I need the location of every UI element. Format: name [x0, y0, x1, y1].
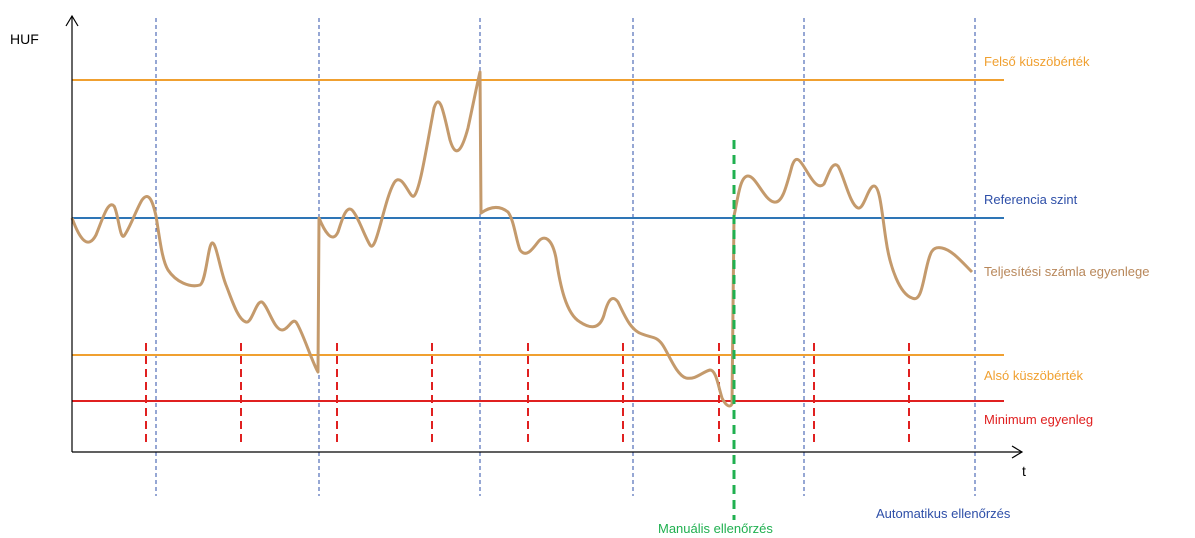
y-axis-arrow	[65, 14, 79, 27]
minimum-check-ticks	[145, 343, 910, 442]
minimum-balance-label: Minimum egyenleg	[984, 412, 1093, 427]
lower-threshold-label: Alsó küszöbérték	[984, 368, 1083, 383]
balance-label: Teljesítési számla egyenlege	[984, 264, 1149, 279]
balance-curve	[70, 70, 974, 408]
reference-label: Referencia szint	[984, 192, 1078, 207]
manual-check-label: Manuális ellenőrzés	[658, 521, 773, 536]
axes	[65, 14, 1024, 459]
automatic-check-label: Automatikus ellenőrzés	[876, 506, 1011, 521]
y-axis-label: HUF	[10, 31, 39, 47]
x-axis-arrow	[1011, 445, 1024, 459]
automatic-check-lines	[155, 18, 976, 496]
x-axis-label: t	[1022, 463, 1026, 479]
upper-threshold-label: Felső küszöbérték	[984, 54, 1090, 69]
